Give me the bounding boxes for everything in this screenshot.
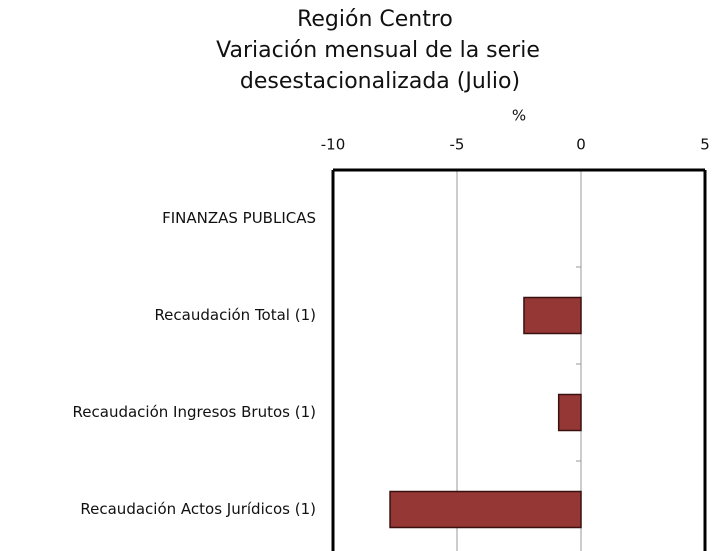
bar <box>523 296 582 335</box>
bar <box>557 393 582 432</box>
x-tick-label: -5 <box>450 136 465 154</box>
x-tick-label: -10 <box>321 136 346 154</box>
y-tick-label: FINANZAS PUBLICAS <box>162 209 316 227</box>
x-tick-label: 0 <box>576 136 586 154</box>
chart-title: Variación mensual de la serie <box>216 38 540 63</box>
chart-title: Región Centro <box>297 7 453 32</box>
y-tick-label: Recaudación Total (1) <box>154 306 316 324</box>
y-tick-label: Recaudación Actos Jurídicos (1) <box>80 500 316 518</box>
y-tick-label: Recaudación Ingresos Brutos (1) <box>73 403 316 421</box>
bar <box>389 490 582 529</box>
chart-title: desestacionalizada (Julio) <box>240 69 520 94</box>
x-tick-label: 5 <box>700 136 710 154</box>
axis-label: % <box>512 107 526 125</box>
